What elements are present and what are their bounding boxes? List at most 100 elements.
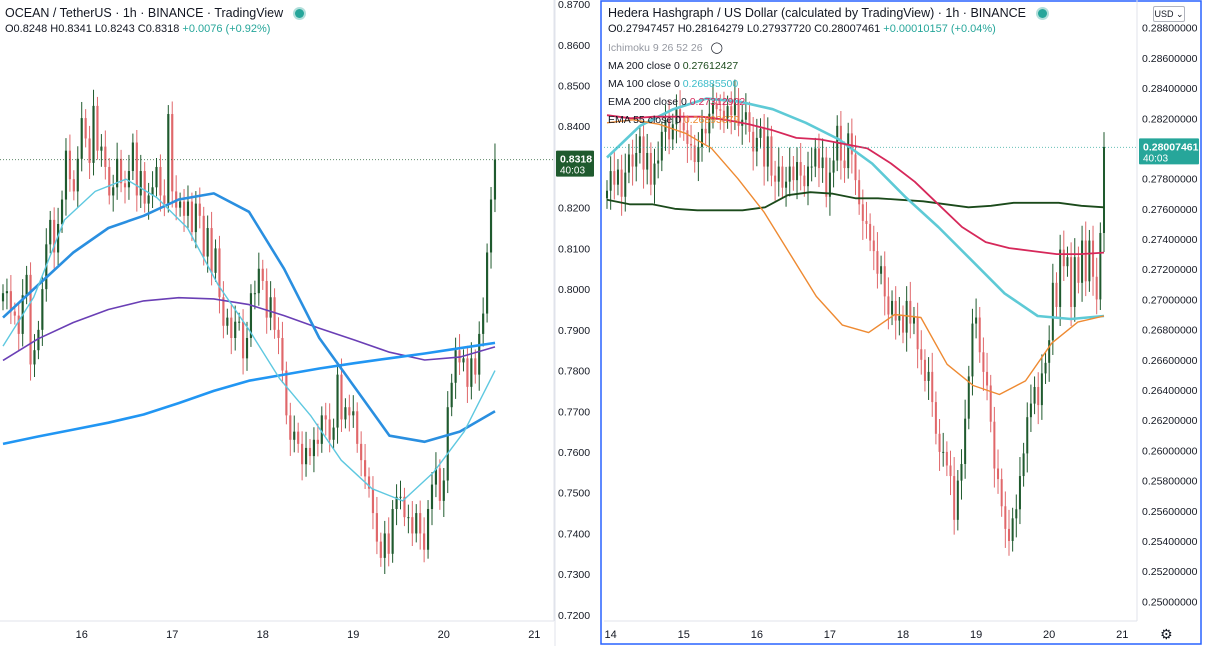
hbar-x-tick-label: 14 bbox=[605, 629, 617, 641]
hbar-change: +0.00010157 (+0.04%) bbox=[883, 23, 996, 35]
hbar-candle bbox=[975, 317, 978, 324]
ocean-series-line-1 bbox=[2, 341, 496, 446]
ocean-candle bbox=[92, 105, 95, 163]
ocean-open: O0.8248 bbox=[5, 23, 48, 35]
hbar-candle bbox=[865, 220, 868, 224]
hbar-candle bbox=[894, 300, 897, 321]
ocean-candle bbox=[143, 171, 146, 204]
hbar-candle bbox=[730, 106, 733, 116]
ocean-y-tick-label: 0.7700 bbox=[558, 406, 590, 418]
ocean-candle bbox=[119, 158, 123, 184]
ocean-symbol-title: OCEAN / TetherUS · 1h · BINANCE · Tradin… bbox=[5, 6, 284, 20]
ocean-candle bbox=[285, 370, 288, 416]
ocean-candle bbox=[257, 268, 260, 294]
ocean-candle bbox=[151, 187, 154, 196]
hbar-candle bbox=[861, 204, 864, 221]
hbar-candle bbox=[631, 154, 634, 167]
hbar-candle bbox=[620, 169, 623, 197]
hbar-x-tick-label: 16 bbox=[751, 629, 763, 641]
hbar-y-tick-label: 0.25000000 bbox=[1142, 596, 1198, 608]
ocean-candle bbox=[139, 171, 142, 196]
indicator-ema200[interactable]: EMA 200 close 0 0.27312902 bbox=[608, 96, 1047, 108]
ocean-candle bbox=[438, 468, 441, 501]
ocean-candle bbox=[210, 228, 213, 273]
ocean-candle bbox=[60, 199, 64, 224]
currency-select[interactable]: USD ⌄ bbox=[1153, 6, 1185, 22]
ocean-last-price-tag bbox=[556, 150, 594, 177]
hbar-candle bbox=[796, 162, 799, 181]
hbar-candle bbox=[1099, 232, 1102, 300]
ocean-candle bbox=[179, 201, 182, 208]
hbar-candle bbox=[1029, 403, 1032, 418]
ocean-candle bbox=[72, 179, 75, 192]
ocean-candle bbox=[84, 118, 87, 139]
ocean-candle bbox=[277, 329, 280, 338]
hbar-candle bbox=[854, 154, 857, 181]
hbar-candle bbox=[605, 190, 609, 199]
indicator-ma100-label: MA 100 close 0 bbox=[608, 78, 680, 90]
hbar-candle bbox=[960, 463, 963, 481]
ocean-candle bbox=[57, 223, 60, 253]
ocean-y-tick-label: 0.8000 bbox=[558, 284, 590, 296]
hbar-candle bbox=[1102, 146, 1106, 233]
ocean-x-tick-label: 19 bbox=[347, 629, 359, 641]
hbar-candle bbox=[806, 166, 809, 187]
ocean-series-line-0 bbox=[2, 296, 496, 362]
ocean-candle bbox=[198, 203, 201, 216]
indicator-ma100[interactable]: MA 100 close 0 0.26885500 bbox=[608, 78, 1047, 90]
hbar-candle bbox=[627, 154, 630, 173]
hbar-candle bbox=[964, 418, 967, 464]
ocean-candle bbox=[163, 195, 166, 204]
ocean-candle bbox=[486, 252, 489, 314]
hbar-candle bbox=[821, 157, 824, 169]
hbar-candle bbox=[708, 113, 711, 134]
ocean-candle bbox=[364, 460, 367, 477]
ocean-x-tick-label: 18 bbox=[257, 629, 269, 641]
hbar-y-tick-label: 0.25400000 bbox=[1142, 536, 1198, 548]
ocean-candle bbox=[222, 297, 225, 326]
hbar-candle bbox=[770, 136, 773, 176]
hbar-close: C0.28007461 bbox=[814, 23, 881, 35]
ocean-candle bbox=[64, 150, 68, 200]
hbar-candle bbox=[799, 162, 802, 176]
ocean-countdown-label: 40:03 bbox=[560, 166, 585, 177]
indicator-ma200[interactable]: MA 200 close 0 0.27612427 bbox=[608, 60, 1047, 72]
ocean-candle bbox=[344, 407, 347, 420]
hbar-x-tick-label: 21 bbox=[1116, 629, 1128, 641]
hbar-candle bbox=[715, 103, 718, 110]
ocean-candle bbox=[186, 201, 190, 216]
hbar-x-tick-label: 17 bbox=[824, 629, 836, 641]
ocean-candle bbox=[470, 358, 473, 387]
indicator-ichimoku[interactable]: Ichimoku 9 26 52 26 ◯ bbox=[608, 41, 1047, 55]
hbar-candle bbox=[938, 433, 941, 452]
indicator-ema55[interactable]: EMA 55 close 0 0.26893879 bbox=[608, 114, 1047, 126]
market-open-status-icon bbox=[1037, 9, 1047, 19]
gear-icon[interactable]: ⚙ bbox=[1160, 626, 1173, 642]
ocean-candle bbox=[49, 219, 52, 245]
hbar-candle bbox=[989, 385, 992, 422]
hbar-candle bbox=[711, 103, 714, 114]
ocean-candle bbox=[135, 142, 138, 196]
ocean-candle bbox=[206, 228, 209, 257]
ocean-candle bbox=[265, 280, 268, 318]
ocean-candle bbox=[360, 443, 363, 461]
hbar-candle bbox=[642, 136, 645, 170]
ocean-candle bbox=[5, 291, 9, 294]
ocean-x-tick-label: 17 bbox=[166, 629, 178, 641]
ocean-y-tick-label: 0.7800 bbox=[558, 366, 590, 378]
ocean-series-line-3 bbox=[2, 178, 496, 502]
hbar-y-tick-label: 0.27600000 bbox=[1142, 204, 1198, 216]
hbar-candle bbox=[748, 112, 751, 132]
hbar-candle bbox=[978, 317, 981, 353]
hbar-candle bbox=[1015, 509, 1018, 519]
hbar-candle bbox=[1040, 373, 1043, 406]
hbar-candle bbox=[934, 402, 937, 434]
hidden-eye-icon[interactable]: ◯ bbox=[710, 42, 723, 54]
hbar-candle bbox=[931, 371, 934, 403]
hbar-x-tick-label: 19 bbox=[970, 629, 982, 641]
ocean-candle bbox=[100, 146, 103, 151]
ocean-candle bbox=[297, 431, 300, 444]
hbar-candle bbox=[843, 160, 846, 169]
ocean-candle bbox=[245, 337, 249, 359]
